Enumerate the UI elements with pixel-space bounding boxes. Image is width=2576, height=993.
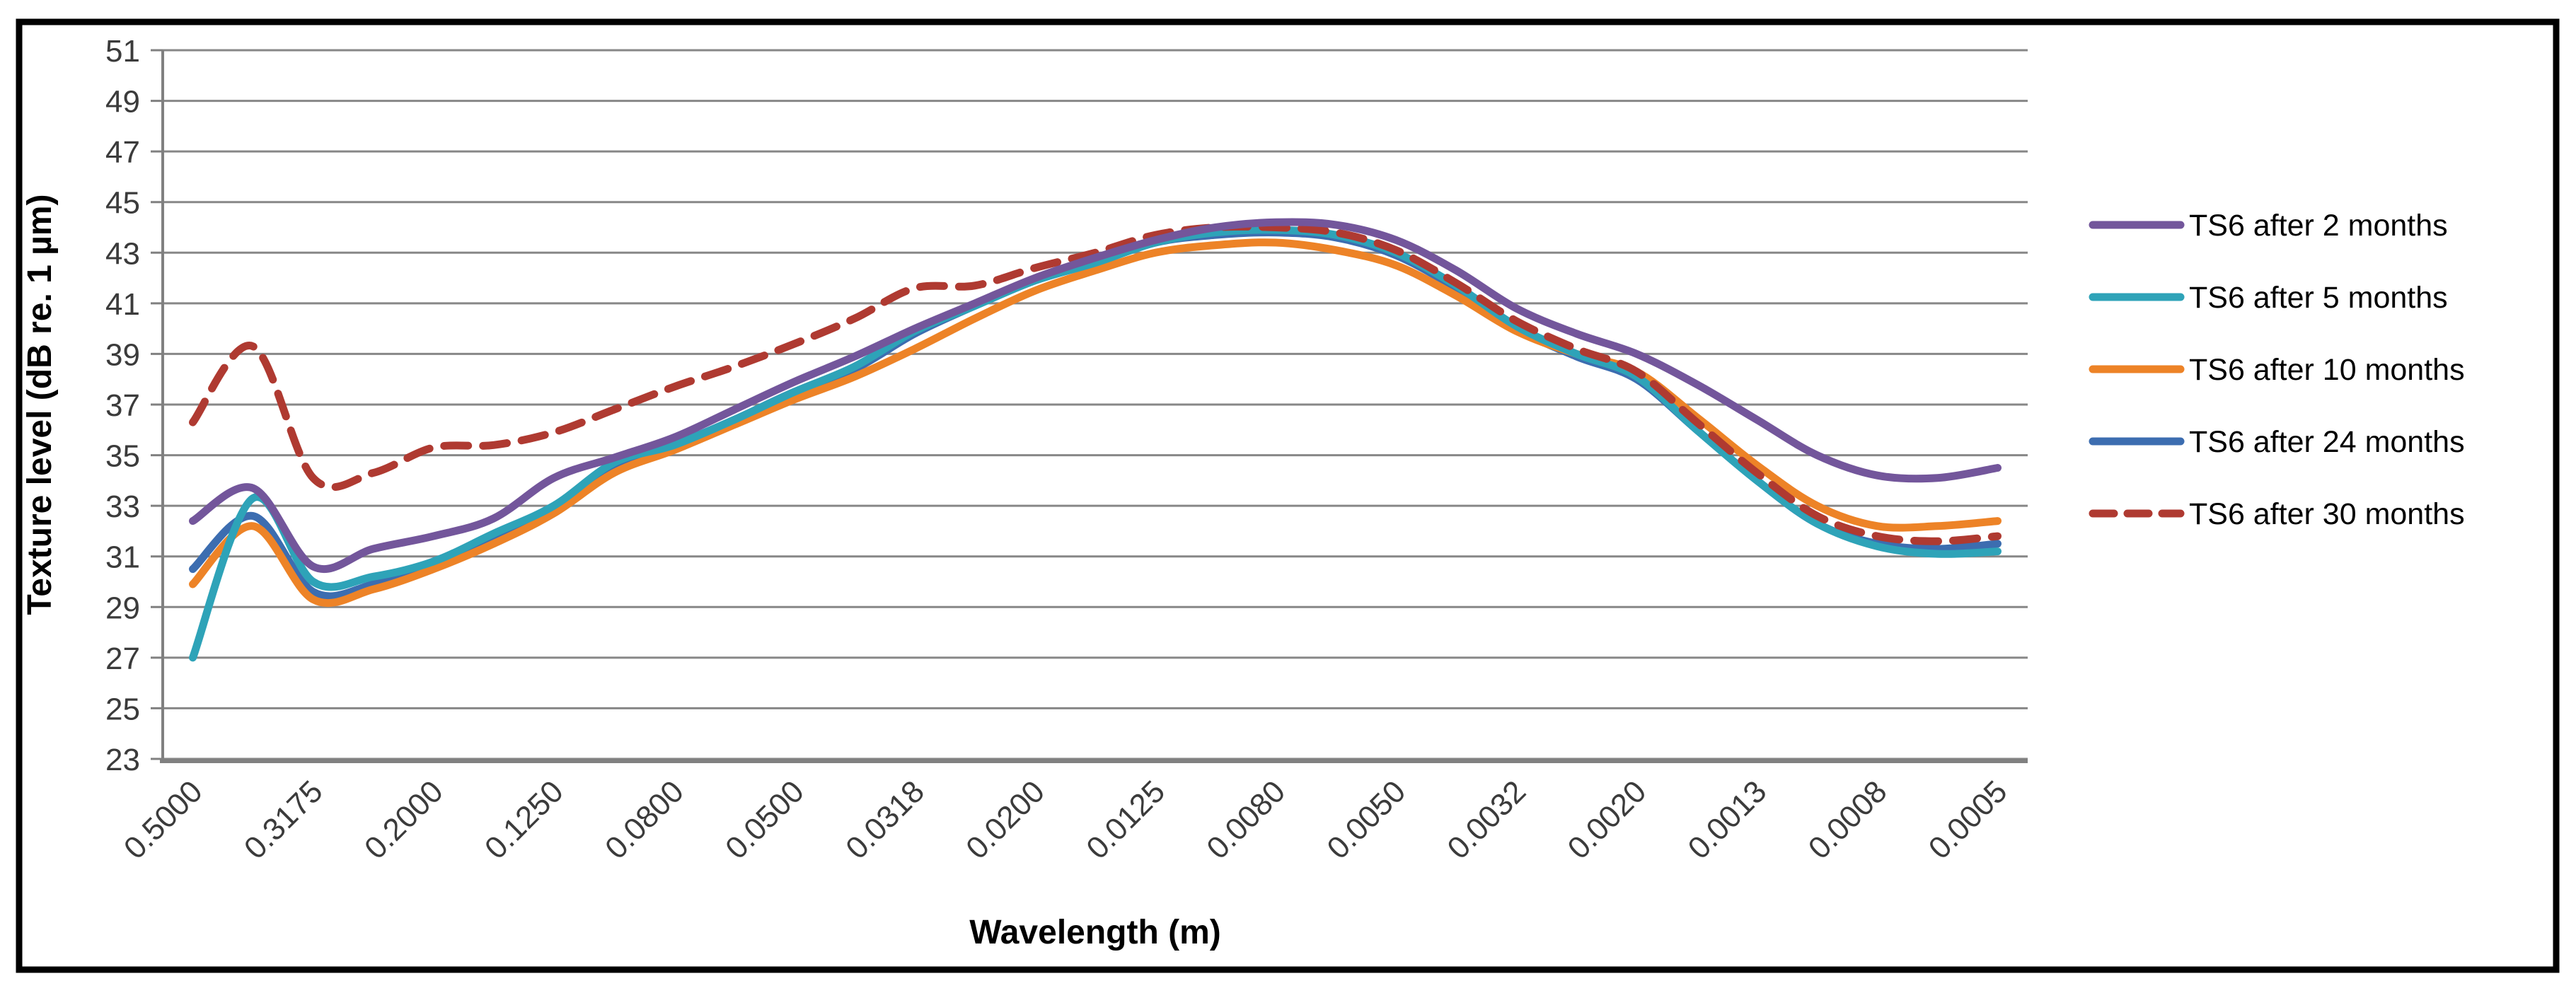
x-tick-label: 0.0080 [1200, 774, 1292, 866]
x-tick-label: 0.0032 [1440, 774, 1532, 866]
y-tick-label: 47 [105, 135, 140, 170]
x-tick-label: 0.0200 [959, 774, 1051, 866]
legend-item-ts6-after-5-months: TS6 after 5 months [2089, 281, 2448, 315]
x-tick-label: 0.0013 [1682, 774, 1774, 866]
legend-item-ts6-after-24-months: TS6 after 24 months [2089, 425, 2465, 459]
legend-label: TS6 after 10 months [2189, 353, 2465, 387]
y-tick-label: 49 [105, 85, 140, 120]
x-tick-label: 0.1250 [478, 774, 570, 866]
legend-label: TS6 after 30 months [2189, 497, 2465, 531]
x-tick-label: 0.0800 [599, 774, 691, 866]
axes [160, 50, 2028, 763]
legend-label: TS6 after 24 months [2189, 425, 2465, 459]
legend-item-ts6-after-2-months: TS6 after 2 months [2089, 209, 2448, 243]
x-tick-label: 0.0500 [719, 774, 811, 866]
y-tick-label: 25 [105, 692, 140, 726]
series-line-ts6-after-5-months [189, 226, 2002, 662]
figure-border [16, 18, 2560, 973]
y-tick-label: 29 [105, 591, 140, 625]
x-tick-label: 0.0050 [1320, 774, 1412, 866]
series-line-ts6-after-24-months [189, 228, 2002, 600]
x-tick-label: 0.0005 [1922, 774, 2014, 866]
series-lines [189, 218, 2002, 662]
y-tick-label: 43 [105, 236, 140, 271]
y-tick-label: 35 [105, 439, 140, 474]
legend-label: TS6 after 5 months [2189, 281, 2448, 315]
y-tick-label: 41 [105, 287, 140, 322]
y-tick-label: 45 [105, 186, 140, 221]
x-tick-label: 0.0020 [1561, 774, 1653, 866]
gridlines [163, 49, 2028, 760]
legend: TS6 after 2 months TS6 after 5 months TS6 … [2089, 209, 2465, 531]
legend-item-ts6-after-30-months: TS6 after 30 months [2089, 497, 2465, 531]
y-tick-label: 23 [105, 743, 140, 777]
x-tick-label: 0.0008 [1802, 774, 1894, 866]
legend-label: TS6 after 2 months [2189, 209, 2448, 243]
y-tick-label: 39 [105, 337, 140, 372]
y-tick-label: 51 [105, 34, 140, 69]
y-tick-label: 37 [105, 388, 140, 423]
y-tick-label: 27 [105, 641, 140, 676]
y-axis-tick-labels: 23 25 27 29 31 33 35 37 39 41 43 45 47 49 51 [105, 34, 140, 777]
y-tick-label: 33 [105, 489, 140, 524]
series-line-ts6-after-30-months [189, 222, 2002, 545]
y-axis-ticks [151, 49, 163, 760]
x-tick-label: 0.3175 [238, 774, 330, 866]
y-axis-title: Texture level (dB re. 1 µm) [21, 194, 59, 615]
x-axis-title: Wavelength (m) [969, 914, 1221, 951]
x-tick-label: 0.0125 [1080, 774, 1172, 866]
legend-item-ts6-after-10-months: TS6 after 10 months [2089, 353, 2465, 387]
x-tick-label: 0.0318 [839, 774, 931, 866]
series-line-ts6-after-2-months [189, 218, 2002, 574]
x-axis-tick-labels: 0.5000 0.3175 0.2000 0.1250 0.0800 0.0500 0.03… [117, 774, 2014, 866]
y-tick-label: 31 [105, 540, 140, 575]
x-tick-label: 0.2000 [358, 774, 450, 866]
x-tick-label: 0.5000 [117, 774, 209, 866]
